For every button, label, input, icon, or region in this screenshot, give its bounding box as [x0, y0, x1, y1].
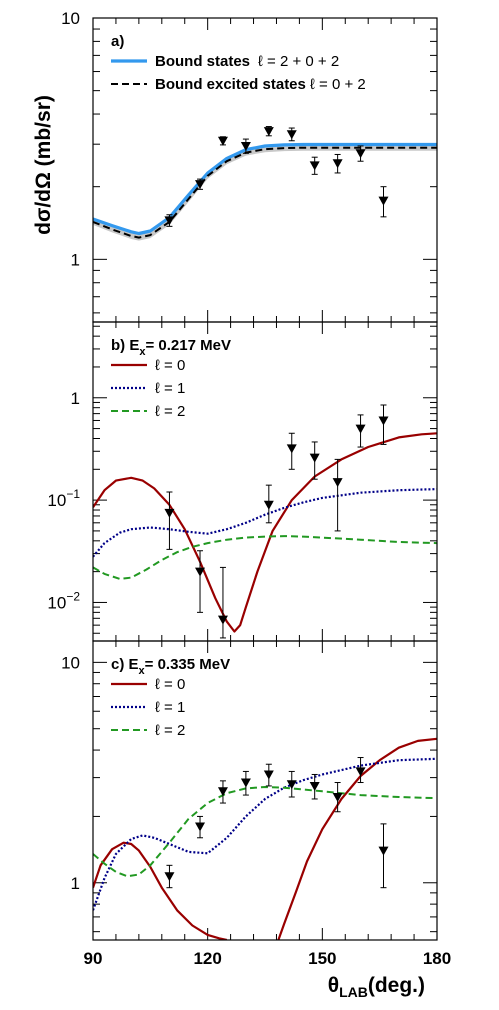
data-point [332, 792, 343, 802]
series-line-black_dash [93, 146, 437, 239]
y-tick-label: 1 [71, 389, 80, 408]
data-point [355, 149, 366, 159]
y-tick-label: 1 [71, 874, 80, 893]
series-line-red [277, 737, 437, 940]
data-point [286, 444, 297, 454]
legend-label: Bound states [155, 53, 250, 70]
legend-label: ℓ = 0 [155, 357, 185, 374]
legend-label: ℓ = 1 [155, 380, 185, 397]
data-point [240, 141, 251, 151]
legend-label: ℓ = 0 [155, 676, 185, 693]
panel-label-main: a) [111, 33, 124, 50]
data-point [378, 846, 389, 856]
data-point [195, 822, 206, 832]
y-tick-label: 10−1 [47, 487, 80, 510]
panel-frame [92, 640, 438, 941]
y-tick-label-base: 10 [47, 593, 66, 612]
panel-label: c) Ex= 0.335 MeV [111, 656, 230, 677]
series-line-navy [93, 488, 437, 558]
panel-label-main: b) E [111, 337, 139, 354]
legend-label: ℓ = 1 [155, 699, 185, 716]
y-tick-label-exp: −1 [66, 487, 80, 501]
y-tick-label: 10−2 [47, 589, 80, 612]
legend-label: Bound excited states [155, 76, 306, 93]
series-line-blue [93, 142, 437, 236]
data-point [286, 130, 297, 140]
data-point [355, 767, 366, 777]
panel-label: a) [111, 33, 124, 50]
panel-a: 1 10 a) Bound states ℓ = 2 + 0 + 2 Bound exci… [61, 9, 438, 323]
data-point [195, 567, 206, 577]
y-tick-label-base: 10 [47, 491, 66, 510]
series-line-green [93, 535, 437, 580]
panel-label-sub: x [139, 346, 146, 358]
data-point [263, 127, 274, 137]
y-tick-label: 10 [61, 653, 80, 672]
x-tick-label: 90 [84, 949, 103, 968]
data-point [355, 424, 366, 434]
legend-l-value: ℓ = 2 + 0 + 2 [258, 53, 339, 70]
data-point [332, 478, 343, 488]
data-point [164, 216, 175, 226]
y-tick-label-exp: −2 [66, 589, 80, 603]
data-point [263, 500, 274, 510]
x-tick-label: 180 [423, 949, 451, 968]
data-point [217, 787, 228, 797]
uncertainty-band [93, 143, 437, 241]
x-axis-title-suffix: (deg.) [368, 974, 425, 997]
panel-label: b) Ex= 0.217 MeV [111, 337, 231, 358]
x-axis-title-main: θ [328, 974, 339, 997]
data-point [378, 196, 389, 206]
legend-l-value: ℓ = 0 + 2 [310, 76, 366, 93]
data-point [164, 872, 175, 882]
data-point [217, 136, 228, 146]
data-point [286, 780, 297, 790]
panel-label-main: c) E [111, 656, 139, 673]
x-tick-label: 150 [308, 949, 336, 968]
y-axis-title: dσ/dΩ (mb/sr) [32, 95, 55, 235]
y-tick-label: 10 [61, 9, 80, 28]
data-point [309, 453, 320, 463]
series-line-red [93, 841, 228, 940]
panel-label-suffix: = 0.217 MeV [145, 337, 230, 354]
data-point [378, 416, 389, 426]
data-point [195, 180, 206, 190]
panel-label-suffix: = 0.335 MeV [145, 656, 230, 673]
data-point [309, 781, 320, 791]
x-axis-title-sub: LAB [339, 984, 368, 1000]
data-point [263, 770, 274, 780]
data-point [217, 615, 228, 625]
data-point [332, 159, 343, 169]
x-tick-label: 120 [193, 949, 221, 968]
data-point [240, 778, 251, 788]
data-point [164, 508, 175, 518]
legend-label: ℓ = 2 [155, 403, 185, 420]
y-tick-label: 1 [71, 250, 80, 269]
panel-label-sub: x [139, 665, 146, 677]
legend-label: ℓ = 2 [155, 722, 185, 739]
data-point [309, 161, 320, 171]
series-line-red [93, 432, 437, 633]
x-axis-title: θLAB(deg.) [328, 974, 425, 1000]
